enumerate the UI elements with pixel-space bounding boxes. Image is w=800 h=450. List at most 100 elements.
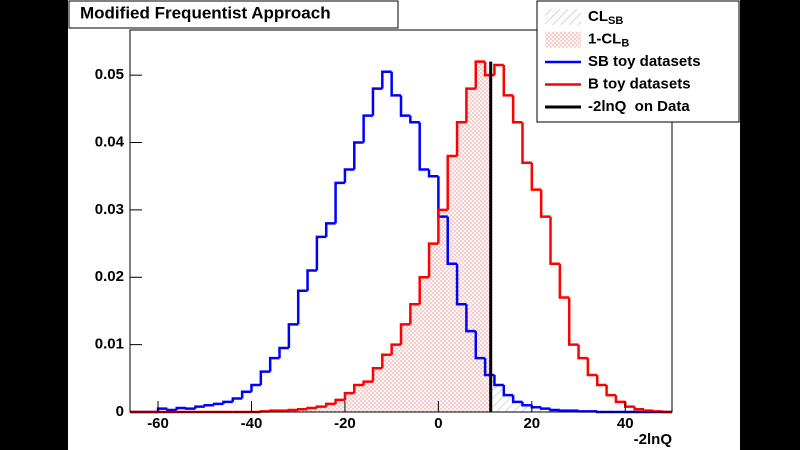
legend-label-sub: SB — [608, 15, 623, 27]
histogram-bin — [362, 380, 373, 386]
histogram-bin — [287, 323, 299, 348]
histogram-bin — [427, 169, 439, 178]
histogram-bin — [343, 168, 355, 183]
fill-region — [335, 399, 345, 412]
legend-label: CLSB — [588, 8, 623, 27]
fill-region — [316, 406, 327, 412]
fill-region — [307, 407, 317, 412]
fill-region — [326, 403, 336, 412]
fill-region — [457, 122, 467, 413]
histogram-bin — [418, 276, 430, 305]
legend-label: SB toy datasets — [588, 53, 701, 70]
histogram-bin — [315, 235, 327, 271]
histogram-bin — [446, 216, 458, 266]
fill-region — [513, 401, 523, 412]
histogram-bin — [493, 63, 504, 76]
histogram-bin — [502, 65, 514, 97]
histogram-bin — [381, 70, 392, 89]
histogram-bin — [595, 374, 607, 387]
histogram-bin — [278, 346, 289, 359]
fill-region — [541, 408, 551, 412]
fill-region — [401, 324, 411, 412]
fill-region — [522, 405, 532, 412]
x-tick-label: 40 — [617, 415, 634, 432]
histogram-bin — [353, 383, 364, 394]
histogram-bin — [633, 406, 644, 411]
histogram-bin — [324, 222, 336, 237]
legend-swatch — [545, 31, 581, 48]
fill-region — [531, 407, 542, 412]
histogram-bin — [409, 302, 420, 325]
fill-region — [391, 344, 401, 412]
histogram-bin — [268, 409, 280, 412]
histogram-bin — [427, 242, 439, 278]
histogram-bin — [465, 304, 476, 333]
histogram-bin — [446, 154, 458, 210]
histogram-bin — [558, 263, 570, 299]
chart-title: Modified Frequentist Approach — [80, 3, 331, 22]
histogram-bin — [324, 402, 336, 407]
histogram-bin — [166, 408, 177, 412]
histogram-bin — [306, 406, 317, 410]
x-tick-label: -60 — [147, 415, 169, 432]
histogram-bin — [642, 409, 654, 412]
x-tick-label: 20 — [523, 415, 540, 432]
histogram-bin — [334, 181, 345, 224]
fill-region — [429, 243, 439, 412]
histograms — [130, 60, 672, 414]
histogram-bin — [203, 404, 215, 407]
histogram-bin — [175, 406, 187, 410]
histogram-bin — [390, 71, 401, 97]
histogram-bin — [474, 60, 486, 89]
histogram-bin — [586, 358, 598, 377]
x-tick-label: -40 — [241, 415, 263, 432]
histogram-bin — [334, 398, 345, 404]
histogram-bin — [652, 410, 663, 413]
y-tick-label: 0.03 — [95, 201, 124, 218]
histogram-bin — [371, 87, 383, 116]
histogram-bin — [287, 408, 299, 412]
fill-region — [447, 155, 458, 412]
fills — [260, 61, 598, 413]
y-tick-label: 0.01 — [95, 336, 124, 353]
histogram-bin — [549, 408, 560, 412]
fill-region — [494, 385, 504, 412]
histogram-bin — [240, 390, 252, 399]
histogram-bin — [390, 343, 401, 355]
title-box — [68, 0, 399, 29]
fill-region — [372, 368, 383, 412]
x-axis-label: -2lnQ — [634, 431, 673, 448]
histogram-bin — [399, 95, 411, 117]
histogram-bin — [465, 87, 476, 123]
histogram-bin — [530, 162, 542, 191]
y-tick-label: 0.05 — [95, 66, 124, 83]
histogram-bin — [521, 122, 532, 164]
histogram-bin — [493, 374, 504, 387]
histogram-bin — [558, 409, 570, 412]
fill-region — [466, 88, 476, 412]
fill-region — [485, 75, 491, 412]
histogram-bin — [474, 331, 486, 360]
histogram-bin — [567, 297, 579, 346]
fill-region — [419, 277, 430, 412]
histogram-bin — [212, 402, 224, 406]
histogram-bin — [296, 289, 308, 325]
histogram-bin — [362, 114, 373, 143]
histogram-bin — [614, 395, 626, 404]
fill-region — [298, 409, 308, 412]
legend-items: CLSB 1-CLB SB toy datasets B toy datasets -2… — [545, 8, 701, 115]
legend-label-sub: B — [621, 37, 629, 49]
histogram-bin — [184, 407, 196, 410]
fill-region — [410, 304, 420, 412]
histogram-bin — [521, 401, 532, 407]
fill-region — [503, 395, 514, 412]
histogram-bin — [306, 269, 317, 291]
histogram-bin — [511, 95, 523, 124]
histogram-bin — [502, 385, 514, 397]
legend-label-main: 1-CL — [588, 30, 621, 47]
histogram-bin — [399, 323, 411, 345]
histogram-bin — [437, 208, 448, 244]
y-tick-label: 0 — [116, 403, 124, 420]
histogram-bin — [418, 122, 430, 171]
